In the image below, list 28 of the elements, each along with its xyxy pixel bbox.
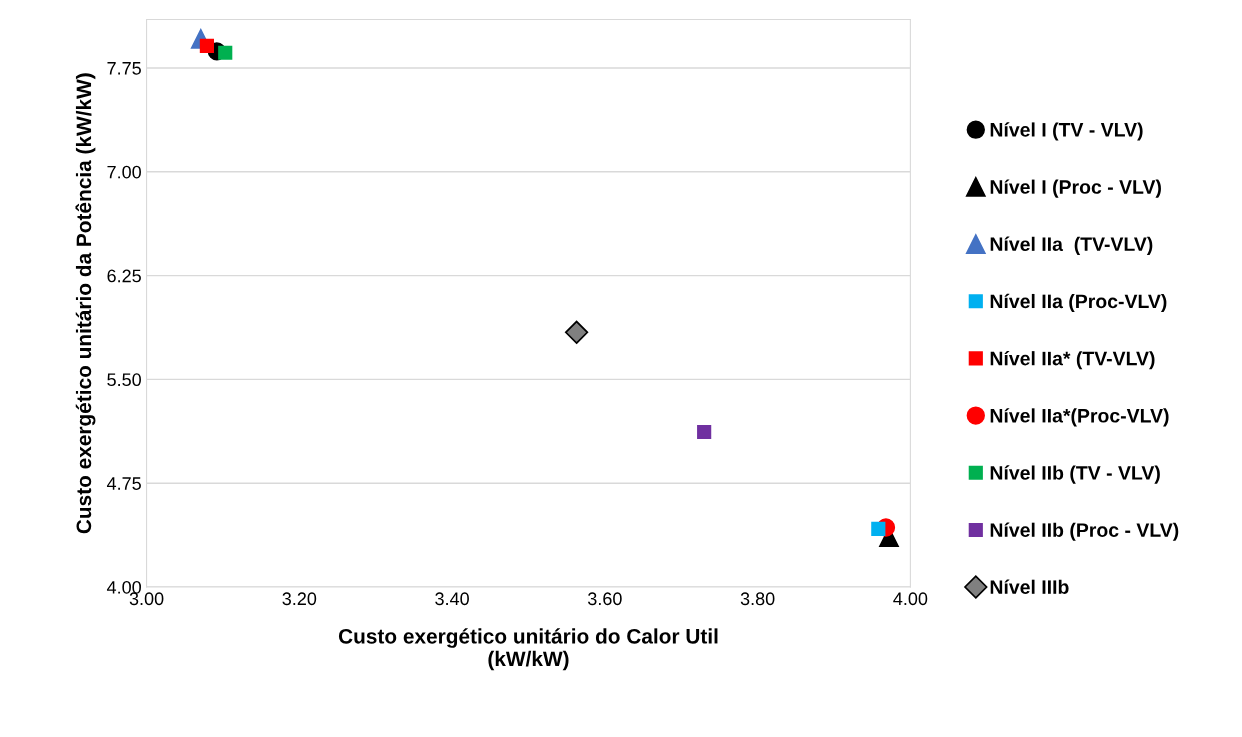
legend-label: Nível I (TV - VLV) [990, 122, 1143, 141]
y-tick-label: 7.00 [107, 165, 141, 179]
x-tick-label: 3.40 [435, 592, 469, 606]
x-tick-label: 3.00 [129, 592, 164, 606]
legend-label: Nível IIa*(Proc-VLV) [990, 408, 1169, 427]
legend-label: Nível IIIb [990, 579, 1069, 594]
legend-label: Nível I (Proc - VLV) [990, 179, 1161, 198]
y-tick-label: 4.00 [106, 580, 141, 594]
x-axis-title: Custo exergético unitário do Calor Util (kW/kW) [338, 628, 718, 671]
point [564, 320, 589, 344]
point [871, 521, 886, 536]
x-tick-label: 3.80 [740, 592, 775, 606]
x-tick-label: 4.00 [893, 592, 928, 606]
legend-label: Nível IIa (Proc-VLV) [990, 293, 1167, 313]
y-tick-label: 4.75 [106, 477, 141, 490]
point [199, 38, 214, 53]
x-tick-label: 3.20 [282, 592, 317, 606]
legend-label: Nível IIb (TV - VLV) [990, 465, 1160, 484]
point [697, 424, 712, 440]
y-tick-label: 5.50 [107, 373, 141, 387]
legend-label: Nível IIb (Proc - VLV) [990, 522, 1179, 541]
point [218, 45, 233, 60]
x-tick-label: 3.60 [587, 592, 622, 606]
y-axis-title: Custo exergético unitário da Potência (kW/kW) [75, 73, 96, 534]
y-tick-label: 7.75 [107, 62, 141, 75]
legend-label: Nível IIa (TV-VLV) [990, 236, 1153, 255]
y-tick-label: 6.25 [107, 269, 141, 283]
legend-label: Nível IIa* (TV-VLV) [990, 350, 1155, 370]
